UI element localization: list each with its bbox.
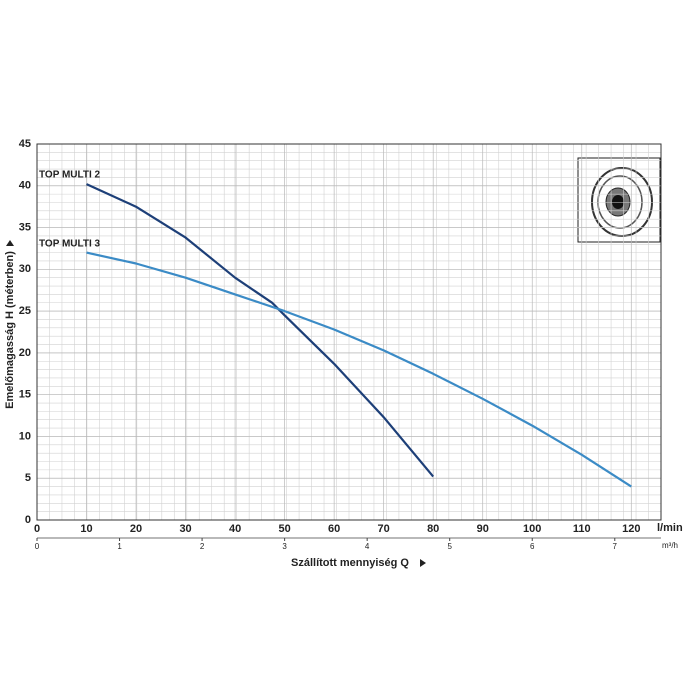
x-arrow xyxy=(420,559,426,567)
x2-tick-label: 4 xyxy=(365,542,370,551)
x-unit: l/min xyxy=(657,522,683,534)
x-tick-label: 70 xyxy=(378,523,390,535)
x-axis-title: Szállított mennyiség Q xyxy=(291,557,409,569)
x-tick-label: 10 xyxy=(80,523,92,535)
x-tick-label: 20 xyxy=(130,523,142,535)
y-tick-label: 20 xyxy=(19,347,31,359)
series-line xyxy=(86,183,435,478)
y-tick-label: 35 xyxy=(19,221,31,233)
y-tick-label: 15 xyxy=(19,389,31,401)
y-tick-label: 45 xyxy=(19,138,31,150)
x2-tick-label: 3 xyxy=(282,542,287,551)
x-tick-label: 60 xyxy=(328,523,340,535)
x-tick-label: 110 xyxy=(573,523,591,535)
x-tick-label: 40 xyxy=(229,523,241,535)
y-tick-label: 10 xyxy=(19,430,31,442)
x2-tick-label: 0 xyxy=(35,542,40,551)
x2-tick-label: 5 xyxy=(447,542,452,551)
x2-tick-label: 7 xyxy=(613,542,618,551)
x-tick-label: 30 xyxy=(179,523,191,535)
y-axis-title: Emelőmagasság H (méterben) xyxy=(4,251,16,409)
x-tick-label: 100 xyxy=(523,523,541,535)
x-tick-label: 0 xyxy=(34,523,40,535)
x-tick-label: 90 xyxy=(477,523,489,535)
y-tick-label: 5 xyxy=(25,472,31,484)
x2-tick-label: 1 xyxy=(117,542,122,551)
x-tick-label: 80 xyxy=(427,523,439,535)
x2-tick-label: 6 xyxy=(530,542,535,551)
x-tick-label: 50 xyxy=(278,523,290,535)
series-line xyxy=(86,251,632,488)
series-label: TOP MULTI 3 xyxy=(39,238,101,249)
x2-unit: m³/h xyxy=(662,541,678,550)
y-arrow xyxy=(6,240,14,246)
y-tick-label: 40 xyxy=(19,180,31,192)
series-label: TOP MULTI 2 xyxy=(39,170,101,181)
x-tick-label: 120 xyxy=(622,523,640,535)
x2-tick-label: 2 xyxy=(200,542,205,551)
y-tick-label: 30 xyxy=(19,263,31,275)
y-tick-label: 25 xyxy=(19,305,31,317)
y-tick-label: 0 xyxy=(25,514,31,526)
plot-frame xyxy=(36,143,662,521)
pump-icon xyxy=(577,157,661,243)
